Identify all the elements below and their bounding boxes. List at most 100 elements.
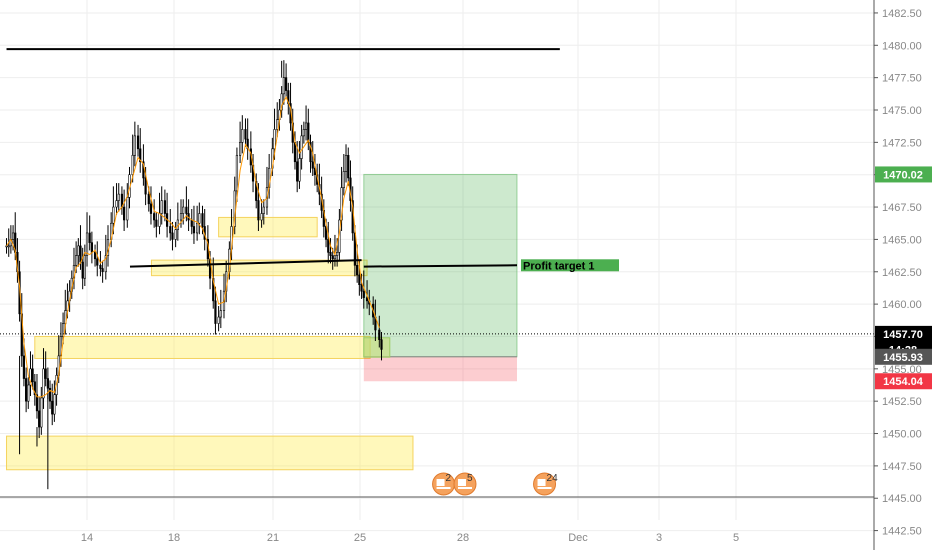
candle (160, 200, 163, 214)
candle (53, 394, 56, 415)
candle (155, 219, 158, 227)
candle (144, 177, 147, 195)
candle (235, 154, 239, 192)
candle (340, 187, 343, 221)
candle (147, 193, 150, 205)
candle (239, 142, 242, 156)
candle (309, 142, 312, 163)
y-tick-label: 1472.50 (882, 137, 922, 149)
candle (298, 158, 301, 182)
y-tick-label: 1452.50 (882, 396, 922, 408)
candle (149, 203, 153, 214)
x-tick-label: 21 (267, 532, 279, 544)
candle (40, 397, 43, 428)
candle (123, 206, 126, 221)
candle (174, 229, 177, 240)
candle (29, 368, 32, 386)
candle (139, 148, 142, 163)
drawn-lines[interactable] (6, 48, 560, 268)
candle (99, 264, 102, 269)
x-tick-label: 14 (81, 532, 93, 544)
candle (5, 245, 8, 248)
y-tick-label: 1482.50 (882, 8, 922, 20)
candle (133, 135, 136, 156)
y-tick-label: 1460.00 (882, 299, 922, 311)
candle (117, 193, 120, 201)
candle (273, 129, 276, 150)
candle (262, 206, 265, 214)
flag-stripe (537, 487, 552, 489)
candle (327, 239, 330, 253)
flag-canton (436, 479, 445, 486)
trend-line[interactable] (363, 264, 518, 268)
candle (38, 410, 41, 428)
candle (347, 154, 350, 179)
y-tick-label: 1480.00 (882, 40, 922, 52)
event-badge-label: 5 (467, 473, 473, 484)
candle (360, 284, 363, 292)
candle (48, 387, 52, 402)
candles (5, 60, 383, 490)
candle (88, 232, 91, 243)
candle (196, 222, 199, 234)
candle (185, 206, 188, 214)
candle (163, 200, 166, 214)
candle (342, 171, 345, 188)
y-tick-label: 1445.00 (882, 493, 922, 505)
y-tick-label: 1447.50 (882, 461, 922, 473)
y-tick-label: 1462.50 (882, 267, 922, 279)
trend-line[interactable] (129, 259, 362, 268)
long-position-tool[interactable]: Profit target 1 (363, 173, 619, 382)
highlight-zone (34, 335, 371, 359)
event-badges[interactable]: 2 5 24 (432, 472, 559, 496)
candle (104, 255, 107, 273)
support-resistance-zones (6, 216, 414, 471)
price-tag-label: 1455.93 (883, 352, 923, 364)
y-tick-label: 1467.50 (882, 202, 922, 214)
candle (136, 135, 140, 150)
candle (380, 339, 383, 350)
event-badge[interactable]: 2 (432, 472, 456, 496)
candle (27, 384, 30, 402)
candle (51, 400, 54, 415)
candle (42, 368, 45, 399)
flag-stripe (436, 487, 451, 489)
candle (333, 255, 337, 260)
candle (356, 264, 359, 276)
flag-stripe (457, 487, 472, 489)
y-tick-label: 1442.50 (882, 526, 922, 538)
candle (304, 122, 308, 130)
price-tag-label: 1457.70 (883, 329, 923, 341)
candle (344, 154, 348, 172)
flag-canton (457, 479, 466, 486)
candle (35, 394, 39, 412)
candle (241, 129, 244, 143)
price-tag (875, 348, 932, 365)
candle (158, 213, 161, 227)
candle (179, 213, 183, 221)
candle (365, 297, 369, 302)
stop-zone[interactable] (363, 356, 517, 382)
candle (153, 213, 156, 221)
candle (101, 268, 104, 273)
candle (329, 252, 332, 256)
candle (83, 255, 86, 279)
x-tick-label: 28 (457, 532, 469, 544)
profit-target-label-bg (521, 259, 619, 272)
candle (31, 368, 34, 383)
candle (171, 232, 174, 240)
event-badge[interactable]: 5 (453, 472, 477, 496)
event-badge[interactable]: 24 (533, 472, 559, 496)
candle (296, 161, 299, 182)
y-tick-label: 1450.00 (882, 429, 922, 441)
candle (115, 200, 118, 208)
candle (307, 122, 310, 143)
moving-average-line (6, 95, 380, 398)
candle (22, 355, 26, 379)
candle (46, 378, 49, 389)
x-tick-label: 5 (733, 532, 739, 544)
